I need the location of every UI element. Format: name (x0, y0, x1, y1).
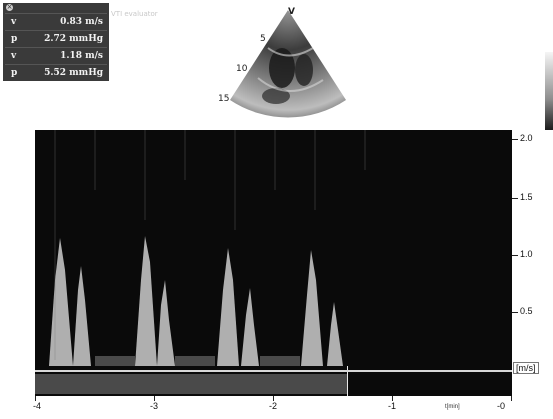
measurement-caption: VTI evaluator (111, 10, 158, 18)
x-tick-label: -1 (387, 401, 397, 411)
measurement-row-pressure-1[interactable]: p 2.72 mmHg (5, 30, 107, 47)
x-tick (35, 396, 36, 401)
ultrasound-sector-view[interactable]: V 5 10 15 (218, 7, 358, 124)
x-tick-label: -3 (149, 401, 159, 411)
depth-tick: 15 (218, 94, 230, 104)
y-tick (512, 312, 518, 313)
sector-marker: V (288, 7, 295, 17)
measurement-label: p (11, 34, 18, 44)
y-tick-label: 1.0 (520, 249, 533, 259)
x-tick (511, 396, 512, 401)
y-tick-label: 2.0 (520, 133, 533, 143)
measurement-label: v (11, 51, 17, 61)
grayscale-bar (545, 52, 553, 130)
measurement-row-velocity-1[interactable]: v 0.83 m/s (5, 13, 107, 30)
measurement-value: 1.18 m/s (60, 51, 103, 61)
y-tick (512, 255, 518, 256)
x-tick (154, 396, 155, 401)
velocity-unit-label: [m/s] (513, 362, 539, 374)
doppler-baseline[interactable] (35, 370, 512, 372)
doppler-spectrum[interactable] (35, 130, 512, 396)
measurement-value: 5.52 mmHg (44, 68, 103, 78)
time-unit-label: t[min] (445, 404, 460, 410)
x-tick (392, 396, 393, 401)
measurement-value: 2.72 mmHg (44, 34, 103, 44)
measurement-label: p (11, 68, 18, 78)
time-axis: -4 -3 -2 -1 -0 t[min] (32, 396, 512, 419)
measurement-row-velocity-2[interactable]: v 1.18 m/s (5, 47, 107, 64)
velocity-axis: 2.0 1.5 1.0 0.5 (512, 130, 553, 396)
x-tick-label: -2 (268, 401, 278, 411)
depth-tick: 5 (260, 34, 266, 44)
measurement-label: v (11, 17, 17, 27)
x-tick (273, 396, 274, 401)
y-tick-label: 0.5 (520, 306, 533, 316)
x-tick-label: -0 (496, 401, 506, 411)
time-cursor[interactable] (347, 366, 348, 396)
y-tick-label: 1.5 (520, 192, 533, 202)
sector-image (230, 10, 346, 118)
doppler-signal (35, 130, 366, 394)
y-tick (512, 198, 518, 199)
measurement-panel: × v 0.83 m/s p 2.72 mmHg v 1.18 m/s p 5.… (3, 3, 109, 81)
x-tick-label: -4 (32, 401, 42, 411)
measurement-value: 0.83 m/s (60, 17, 103, 27)
panel-close-icon[interactable]: × (6, 3, 13, 11)
y-tick (512, 139, 518, 140)
measurement-panel-header: × (5, 4, 107, 13)
measurement-row-pressure-2[interactable]: p 5.52 mmHg (5, 64, 107, 81)
depth-tick: 10 (236, 64, 248, 74)
